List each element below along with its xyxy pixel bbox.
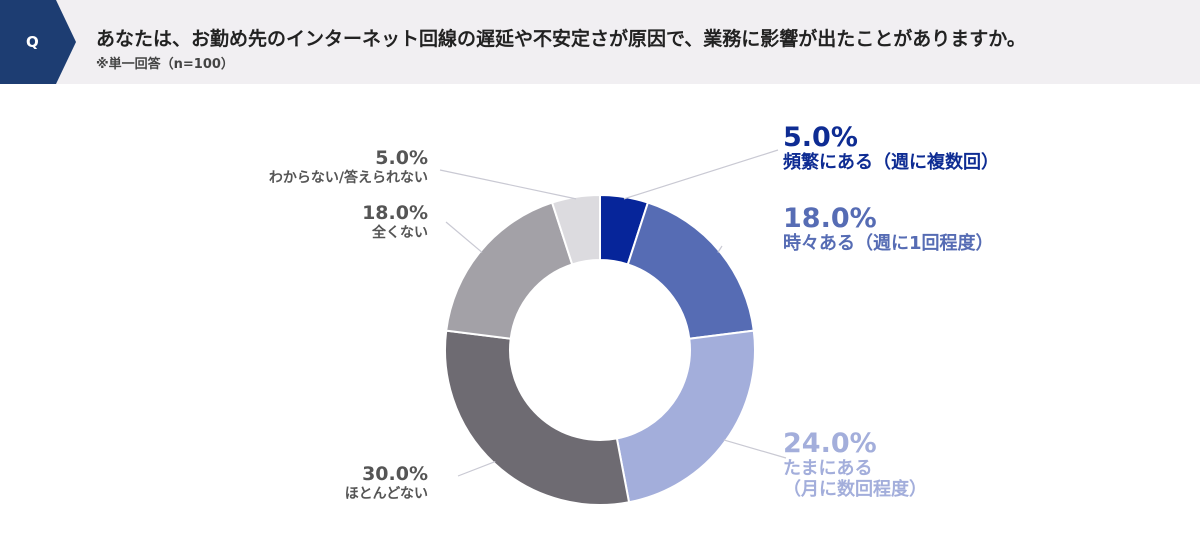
slice-percent: 18.0% bbox=[362, 202, 428, 224]
slice-category: たまにある bbox=[783, 458, 873, 480]
leader-line bbox=[723, 439, 787, 459]
donut-slice bbox=[445, 201, 574, 340]
leader-line bbox=[439, 169, 577, 200]
leader-line bbox=[445, 221, 483, 253]
leader-line bbox=[717, 245, 723, 253]
donut-slice bbox=[626, 201, 755, 340]
donut-slice bbox=[444, 329, 631, 506]
slice-percent: 5.0% bbox=[375, 147, 428, 169]
slice-category: 全くない bbox=[372, 224, 428, 241]
slice-percent: 18.0% bbox=[783, 203, 877, 234]
question-text: あなたは、お勤め先のインターネット回線の遅延や不安定さが原因で、業務に影響が出た… bbox=[96, 28, 1026, 50]
slice-percent: 30.0% bbox=[362, 463, 428, 485]
question-header: Q あなたは、お勤め先のインターネット回線の遅延や不安定さが原因で、業務に影響が… bbox=[0, 0, 1200, 84]
slice-label: 24.0% たまにある （月に数回程度） bbox=[783, 428, 927, 500]
slice-category: ほとんどない bbox=[344, 485, 428, 502]
leader-line bbox=[623, 149, 779, 200]
slice-label: 5.0% 頻繁にある（週に複数回） bbox=[783, 122, 999, 174]
slice-label: 18.0% 時々ある（週に1回程度） bbox=[783, 203, 994, 255]
slice-category: 時々ある（週に1回程度） bbox=[783, 233, 994, 255]
slice-category: わからない/答えられない bbox=[268, 169, 428, 186]
slice-category: 頻繁にある（週に複数回） bbox=[783, 152, 999, 174]
slice-percent: 5.0% bbox=[783, 122, 858, 153]
slice-category: （月に数回程度） bbox=[783, 478, 927, 500]
slice-label: 18.0% 全くない bbox=[362, 202, 428, 241]
donut-slice bbox=[550, 193, 601, 266]
leader-line bbox=[457, 460, 496, 477]
slice-label: 30.0% ほとんどない bbox=[344, 463, 428, 502]
donut-slice bbox=[615, 329, 756, 504]
question-note: ※単一回答（n=100） bbox=[96, 57, 234, 72]
slice-percent: 24.0% bbox=[783, 428, 877, 459]
slice-label: 5.0% わからない/答えられない bbox=[268, 147, 428, 186]
